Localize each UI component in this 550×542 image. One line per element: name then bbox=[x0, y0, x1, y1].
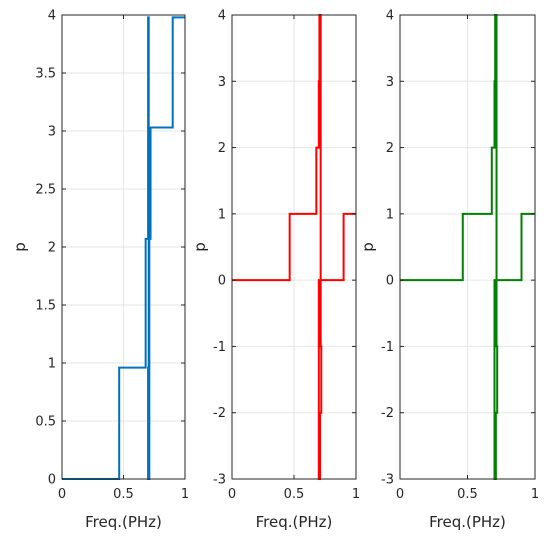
y-tick-label: 0 bbox=[218, 274, 226, 289]
x-tick-label: 1 bbox=[352, 487, 360, 502]
x-tick-label: 1 bbox=[181, 487, 189, 502]
x-tick-label: 1 bbox=[531, 487, 539, 502]
y-tick-label: -1 bbox=[213, 340, 226, 355]
y-tick-label: 1 bbox=[48, 357, 56, 372]
y-tick-label: 3.5 bbox=[35, 67, 56, 82]
y-tick-label: -3 bbox=[381, 473, 394, 488]
x-tick-label: 0 bbox=[58, 487, 66, 502]
y-tick-label: -2 bbox=[213, 406, 226, 421]
y-tick-label: 1 bbox=[386, 207, 394, 222]
y-tick-label: 0 bbox=[386, 274, 394, 289]
y-tick-label: 1.5 bbox=[35, 299, 56, 314]
y-tick-label: -1 bbox=[381, 340, 394, 355]
y-tick-label: 4 bbox=[48, 9, 56, 24]
y-tick-label: 0 bbox=[48, 473, 56, 488]
y-tick-label: 2 bbox=[218, 141, 226, 156]
y-tick-label: 3 bbox=[386, 75, 394, 90]
y-tick-label: 2 bbox=[48, 241, 56, 256]
x-tick-label: 0.5 bbox=[457, 487, 478, 502]
x-tick-label: 0 bbox=[228, 487, 236, 502]
series-line bbox=[400, 14, 535, 480]
y-tick-label: 4 bbox=[386, 9, 394, 24]
y-tick-label: 4 bbox=[218, 9, 226, 24]
x-tick-label: 0.5 bbox=[113, 487, 134, 502]
y-tick-label: -3 bbox=[213, 473, 226, 488]
x-axis-label: Freq.(PHz) bbox=[85, 513, 162, 531]
y-axis-label: p bbox=[191, 242, 209, 252]
y-axis-label: p bbox=[359, 242, 377, 252]
y-tick-label: 0.5 bbox=[35, 415, 56, 430]
y-tick-label: -2 bbox=[381, 406, 394, 421]
subplot-middle: 0 0.5 1 -3 -2 -1 0 1 2 3 4 Freq.(PHz) p bbox=[191, 9, 360, 532]
x-axis-label: Freq.(PHz) bbox=[429, 513, 506, 531]
x-tick-label: 0.5 bbox=[284, 487, 305, 502]
subplot-right: 0 0.5 1 -3 -2 -1 0 1 2 3 4 Freq.(PHz) p bbox=[359, 9, 539, 532]
x-tick-label: 0 bbox=[396, 487, 404, 502]
series-line bbox=[232, 14, 356, 480]
x-axis-label: Freq.(PHz) bbox=[256, 513, 333, 531]
y-tick-label: 2.5 bbox=[35, 183, 56, 198]
y-tick-label: 3 bbox=[218, 75, 226, 90]
y-tick-label: 3 bbox=[48, 125, 56, 140]
subplot-left: 0 0.5 1 0 0.5 1 1.5 2 2.5 3 3.5 4 Freq.(PHz) p bbox=[11, 9, 189, 532]
series-line bbox=[62, 16, 185, 480]
y-axis-label: p bbox=[11, 242, 29, 252]
y-tick-label: 1 bbox=[218, 207, 226, 222]
y-tick-label: 2 bbox=[386, 141, 394, 156]
